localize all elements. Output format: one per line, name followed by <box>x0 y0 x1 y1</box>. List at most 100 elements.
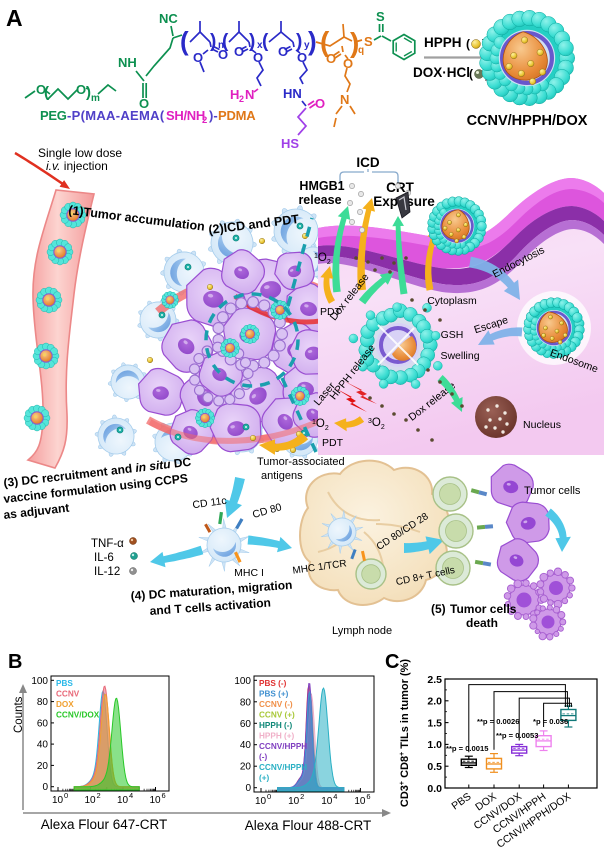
svg-text:H: H <box>230 87 239 102</box>
svg-text:): ) <box>249 31 255 52</box>
svg-text:Cytoplasm: Cytoplasm <box>427 295 477 307</box>
svg-text:2.0: 2.0 <box>427 696 442 708</box>
svg-text:6: 6 <box>162 791 166 800</box>
svg-text:PDT: PDT <box>320 306 342 318</box>
svg-text:4: 4 <box>129 791 133 800</box>
svg-text:Alexa Flour 647-CRT: Alexa Flour 647-CRT <box>41 817 168 832</box>
svg-text:B: B <box>8 651 22 673</box>
svg-text:-P(MAA-AEMA(: -P(MAA-AEMA( <box>67 108 165 123</box>
svg-text:(: ( <box>262 31 269 52</box>
svg-text:2: 2 <box>97 791 101 800</box>
svg-text:MHC I: MHC I <box>234 567 264 579</box>
svg-text:100: 100 <box>31 676 48 687</box>
svg-text:**p = 0.0026: **p = 0.0026 <box>477 717 519 726</box>
svg-text:CCNV (+): CCNV (+) <box>259 711 295 720</box>
svg-text:x: x <box>257 40 263 51</box>
svg-text:(: ( <box>222 31 229 52</box>
svg-text:Lymph node: Lymph node <box>332 625 392 637</box>
svg-text:1O2: 1O2 <box>314 252 331 266</box>
svg-text:TNF-α: TNF-α <box>91 538 124 550</box>
svg-text:IL-6: IL-6 <box>94 552 114 564</box>
svg-text:O: O <box>139 96 149 111</box>
svg-text:PEG: PEG <box>40 108 67 123</box>
svg-text:0.5: 0.5 <box>427 761 442 773</box>
svg-text:10: 10 <box>117 795 129 806</box>
svg-text:C: C <box>385 651 399 673</box>
svg-text:2: 2 <box>239 94 244 104</box>
svg-text:DOX·HCl: DOX·HCl <box>413 65 470 80</box>
svg-text:2.5: 2.5 <box>427 674 442 686</box>
svg-text:HMGB1: HMGB1 <box>299 179 344 193</box>
svg-text:10: 10 <box>150 795 162 806</box>
svg-text:CCNV/HPPH/DOX: CCNV/HPPH/DOX <box>467 113 588 129</box>
svg-text:ICD: ICD <box>356 155 380 170</box>
svg-text:i.v. injection: i.v. injection <box>46 159 108 173</box>
svg-text:Counts: Counts <box>13 696 25 733</box>
svg-text:): ) <box>296 31 302 52</box>
svg-text:q: q <box>358 45 364 56</box>
svg-text:2: 2 <box>202 115 207 126</box>
svg-text:0: 0 <box>42 782 48 793</box>
svg-text:): ) <box>86 84 91 101</box>
svg-text:40: 40 <box>37 740 49 751</box>
svg-text:**p = 0.0053: **p = 0.0053 <box>496 731 538 740</box>
svg-text:O: O <box>76 82 86 97</box>
svg-text:Swelling: Swelling <box>440 350 479 362</box>
svg-text:10: 10 <box>52 795 64 806</box>
svg-text:1.5: 1.5 <box>427 717 442 729</box>
svg-text:NH: NH <box>118 55 137 70</box>
svg-text:40: 40 <box>240 740 252 751</box>
svg-text:CD 11c: CD 11c <box>192 495 228 512</box>
svg-text:*p = 0.036: *p = 0.036 <box>533 717 568 726</box>
svg-text:6: 6 <box>366 792 370 801</box>
svg-text:CCNV: CCNV <box>56 690 80 699</box>
svg-text:Alexa Flour 488-CRT: Alexa Flour 488-CRT <box>245 818 372 833</box>
svg-text:60: 60 <box>240 719 252 730</box>
svg-text:2: 2 <box>300 792 304 801</box>
svg-text:20: 20 <box>240 762 252 773</box>
svg-text:): ) <box>308 26 317 56</box>
svg-text:O: O <box>278 44 288 59</box>
svg-text:O: O <box>193 50 203 65</box>
svg-text:IL-12: IL-12 <box>94 566 120 578</box>
svg-text:10: 10 <box>255 796 267 807</box>
svg-text:(-): (-) <box>259 753 267 762</box>
svg-text:S: S <box>376 9 385 24</box>
svg-text:S: S <box>364 34 373 49</box>
svg-text:): ) <box>350 27 359 58</box>
svg-text:0: 0 <box>64 791 68 800</box>
svg-text:O: O <box>36 82 46 97</box>
svg-text:y: y <box>304 40 310 51</box>
svg-text:(: ( <box>320 26 330 57</box>
svg-text:(+): (+) <box>259 774 270 783</box>
svg-text:10: 10 <box>321 796 333 807</box>
svg-text:O: O <box>297 50 307 65</box>
svg-text:HN: HN <box>283 86 302 101</box>
svg-text:1.0: 1.0 <box>427 739 442 751</box>
svg-text:CCNV/HPPH: CCNV/HPPH <box>259 763 307 772</box>
svg-text:): ) <box>210 31 216 52</box>
svg-text:10: 10 <box>85 795 97 806</box>
svg-text:HPPH (+): HPPH (+) <box>259 732 295 741</box>
svg-text:80: 80 <box>240 697 252 708</box>
svg-text:)-: )- <box>209 108 218 123</box>
svg-text:release: release <box>298 193 341 207</box>
svg-text:0.0: 0.0 <box>427 783 442 795</box>
svg-text:Single low dose: Single low dose <box>38 146 122 160</box>
svg-text:PDT: PDT <box>322 437 344 449</box>
svg-text:10: 10 <box>354 796 366 807</box>
svg-text:3O2: 3O2 <box>368 417 385 431</box>
svg-text:A: A <box>6 5 23 31</box>
svg-text:NC: NC <box>159 11 178 26</box>
svg-text:PBS: PBS <box>56 679 73 688</box>
svg-text:60: 60 <box>37 718 49 729</box>
svg-text:CCNV/HPPH: CCNV/HPPH <box>259 742 307 751</box>
svg-text:Tumor-associated: Tumor-associated <box>257 456 345 468</box>
svg-text:(: ( <box>44 84 49 101</box>
svg-text:4: 4 <box>333 792 337 801</box>
svg-text:CCNV/DOX: CCNV/DOX <box>56 711 100 720</box>
svg-text:PDMA: PDMA <box>218 108 256 123</box>
svg-text:O: O <box>343 56 353 71</box>
svg-text:O: O <box>315 96 325 111</box>
svg-text:DOX: DOX <box>56 700 74 709</box>
